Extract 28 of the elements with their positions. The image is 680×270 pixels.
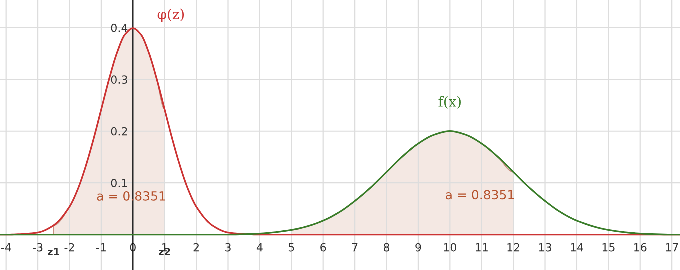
x-tick-label: -1 — [96, 244, 106, 252]
y-tick-label: 0.3 — [111, 76, 128, 84]
x-tick-label: 16 — [634, 243, 647, 252]
x-tick-label: 2 — [194, 243, 199, 252]
annotation: z1 — [48, 248, 60, 256]
x-tick-label: 14 — [571, 244, 584, 252]
x-tick-label: 11 — [476, 244, 488, 252]
x-tick-label: 17 — [666, 244, 678, 252]
x-tick-label: 13 — [539, 243, 552, 252]
x-tick-label: -4 — [1, 244, 12, 252]
x-tick-label: 5 — [288, 244, 294, 252]
x-tick-label: -3 — [33, 243, 43, 252]
y-tick-label: 0.1 — [111, 179, 128, 188]
x-tick-label: 12 — [508, 243, 520, 252]
x-tick-label: 15 — [602, 244, 615, 252]
y-tick-label: 0.2 — [111, 127, 128, 136]
x-tick-label: 8 — [384, 243, 390, 252]
x-tick-label: 6 — [320, 243, 326, 252]
x-tick-label: 7 — [352, 244, 358, 252]
x-tick-label: 9 — [416, 243, 422, 252]
series-label: φ(z) — [158, 8, 184, 22]
series-label: f(x) — [438, 96, 461, 109]
y-tick-label: 0.4 — [111, 24, 128, 32]
x-tick-label: 3 — [226, 243, 231, 252]
x-tick-label: 10 — [444, 243, 456, 252]
x-tick-label: -2 — [64, 243, 74, 252]
x-tick-label: 4 — [256, 244, 263, 252]
annotation: a = 0.8351 — [446, 190, 514, 200]
